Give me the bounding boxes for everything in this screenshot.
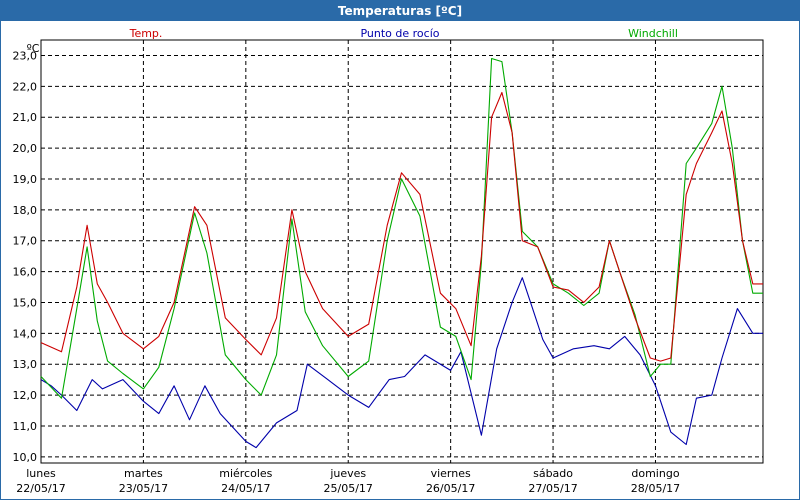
- y-tick-label: 22,0: [13, 80, 38, 93]
- y-tick-label: 10,0: [13, 451, 38, 464]
- x-tick-day: viernes: [431, 467, 471, 480]
- y-axis-unit-label: ºC: [27, 42, 40, 55]
- series-line-1: [40, 277, 763, 449]
- x-tick-day: lunes: [26, 467, 56, 480]
- y-tick-label: 15,0: [13, 296, 38, 309]
- x-tick-date: 24/05/17: [221, 482, 270, 495]
- series-line-2: [40, 57, 763, 399]
- y-tick-label: 11,0: [13, 420, 38, 433]
- legend-dew-point: Punto de rocío: [360, 27, 439, 40]
- y-tick-label: 23,0: [13, 49, 38, 62]
- x-tick-day: jueves: [329, 467, 366, 480]
- y-tick-label: 13,0: [13, 358, 38, 371]
- temperature-chart: Temp. Punto de rocío Windchill ºC 23,0 22…: [13, 27, 764, 495]
- y-tick-label: 19,0: [13, 173, 38, 186]
- plot-area: [40, 39, 764, 464]
- x-tick-date: 27/05/17: [528, 482, 577, 495]
- legend-temp: Temp.: [129, 27, 163, 40]
- x-tick-labels: lunes 22/05/17 martes 23/05/17 miércoles 24/0…: [16, 467, 680, 495]
- x-tick-day: sábado: [533, 467, 573, 480]
- plot-frame: [40, 39, 764, 464]
- x-tick-date: 26/05/17: [426, 482, 475, 495]
- x-tick-date: 28/05/17: [631, 482, 680, 495]
- x-tick-day: domingo: [631, 467, 679, 480]
- x-tick-date: 22/05/17: [16, 482, 65, 495]
- x-tick-day: miércoles: [219, 467, 272, 480]
- y-tick-label: 21,0: [13, 111, 38, 124]
- y-tick-label: 18,0: [13, 204, 38, 217]
- x-tick-day: martes: [124, 467, 163, 480]
- y-tick-label: 16,0: [13, 266, 38, 279]
- chart-title: Temperaturas [ºC]: [1, 1, 799, 21]
- grid: [41, 40, 763, 463]
- y-tick-label: 17,0: [13, 235, 38, 248]
- y-tick-label: 14,0: [13, 327, 38, 340]
- series-line-0: [40, 91, 763, 362]
- series-lines: [40, 57, 763, 449]
- y-tick-label: 20,0: [13, 142, 38, 155]
- x-tick-date: 23/05/17: [119, 482, 168, 495]
- y-tick-labels: 23,0 22,0 21,0 20,0 19,0 18,0 17,0 16,0 15,0 14,0…: [13, 49, 38, 463]
- y-tick-label: 12,0: [13, 389, 38, 402]
- legend-windchill: Windchill: [628, 27, 678, 40]
- x-tick-date: 25/05/17: [324, 482, 373, 495]
